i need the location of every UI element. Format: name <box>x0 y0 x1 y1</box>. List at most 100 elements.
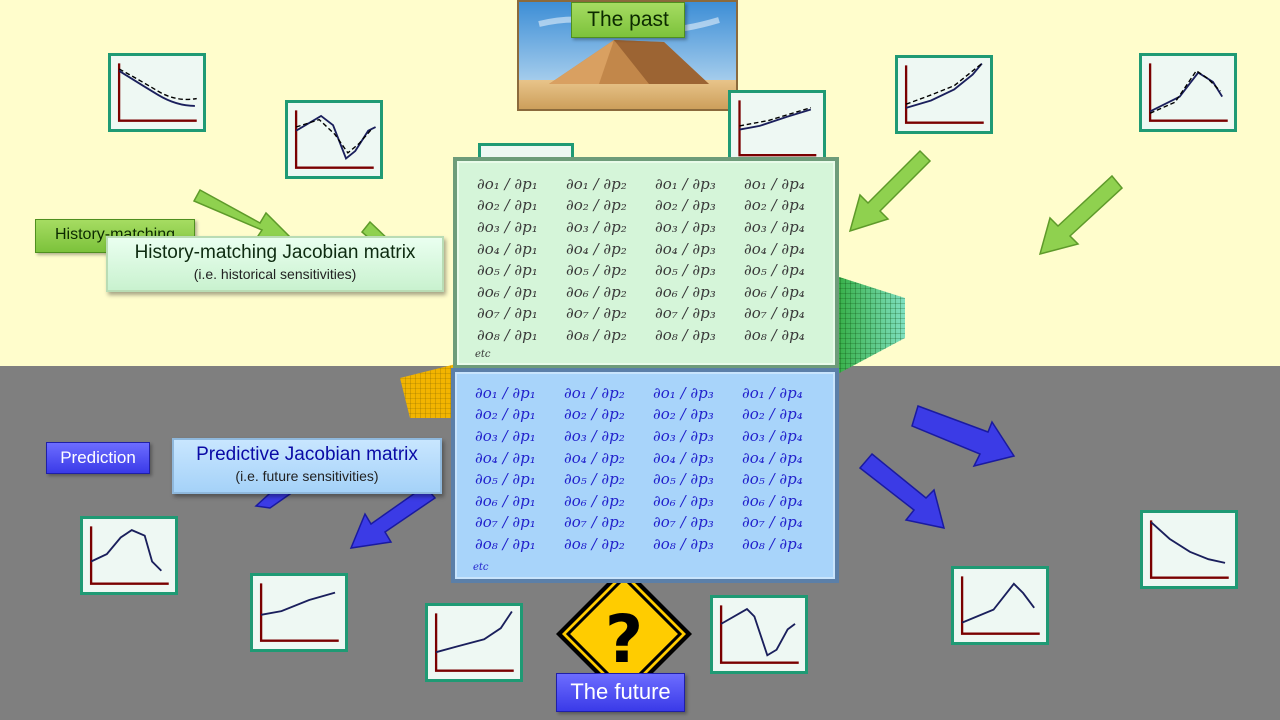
predictive-matrix-cell: ∂o₈ / ∂p₄ <box>742 534 803 553</box>
arrow-history-4 <box>1038 174 1124 256</box>
predictive-matrix-cell: ∂o₄ / ∂p₄ <box>742 448 803 467</box>
predictive-jacobian-title-box: Predictive Jacobian matrix (i.e. future … <box>172 438 442 494</box>
predictive-matrix-cell: ∂o₃ / ∂p₁ <box>475 426 536 445</box>
predictive-matrix-cell: ∂o₂ / ∂p₂ <box>564 405 625 424</box>
history-matrix-cell: ∂o₇ / ∂p₁ <box>477 304 538 323</box>
arrow-predict-1 <box>349 484 437 549</box>
predictive-matrix-row: ∂o₆ / ∂p₁ ∂o₆ / ∂p₂ ∂o₆ / ∂p₃ ∂o₆ / ∂p₄ <box>455 490 835 512</box>
history-matrix-cell: ∂o₃ / ∂p₁ <box>477 217 538 236</box>
history-plot-2 <box>285 100 383 179</box>
predictive-matrix-cell: ∂o₅ / ∂p₄ <box>742 470 803 489</box>
the-past-label: The past <box>571 2 685 38</box>
predictive-matrix-cell: ∂o₈ / ∂p₁ <box>475 534 536 553</box>
predictive-matrix-cell: ∂o₄ / ∂p₂ <box>564 448 625 467</box>
history-matrix-cell: ∂o₆ / ∂p₁ <box>477 282 538 301</box>
reservoir-grid-model <box>400 274 905 418</box>
history-matrix-cell: ∂o₃ / ∂p₃ <box>655 217 716 236</box>
predictive-matrix-row: ∂o₈ / ∂p₁ ∂o₈ / ∂p₂ ∂o₈ / ∂p₃ ∂o₈ / ∂p₄ <box>455 533 835 555</box>
predictive-matrix-cell: ∂o₅ / ∂p₂ <box>564 470 625 489</box>
history-matrix-row: ∂o₃ / ∂p₁ ∂o₃ / ∂p₂ ∂o₃ / ∂p₃ ∂o₃ / ∂p₄ <box>457 216 835 238</box>
history-matrix-row: ∂o₅ / ∂p₁ ∂o₅ / ∂p₂ ∂o₅ / ∂p₃ ∂o₅ / ∂p₄ <box>457 259 835 281</box>
predictive-matrix-cell: ∂o₇ / ∂p₄ <box>742 513 803 532</box>
history-matrix-cell: ∂o₆ / ∂p₂ <box>566 282 627 301</box>
history-matrix-cell: ∂o₂ / ∂p₁ <box>477 196 538 215</box>
history-plot-6 <box>1139 53 1237 132</box>
predictive-matrix-cell: ∂o₄ / ∂p₁ <box>475 448 536 467</box>
predictive-matrix-cell: ∂o₄ / ∂p₃ <box>653 448 714 467</box>
prediction-plot-6 <box>1140 510 1238 589</box>
predictive-matrix-cell: ∂o₁ / ∂p₃ <box>653 383 714 402</box>
predictive-matrix-cell: ∂o₆ / ∂p₄ <box>742 491 803 510</box>
predictive-matrix-cell: ∂o₈ / ∂p₃ <box>653 534 714 553</box>
history-matrix-cell: ∂o₈ / ∂p₃ <box>655 325 716 344</box>
history-matrix-row: ∂o₈ / ∂p₁ ∂o₈ / ∂p₂ ∂o₈ / ∂p₃ ∂o₈ / ∂p₄ <box>457 324 835 346</box>
history-jacobian-subtitle: (i.e. historical sensitivities) <box>193 266 357 282</box>
history-plot-1 <box>108 53 206 132</box>
arrow-history-3 <box>848 149 932 233</box>
history-matrix-row: ∂o₆ / ∂p₁ ∂o₆ / ∂p₂ ∂o₆ / ∂p₃ ∂o₆ / ∂p₄ <box>457 281 835 303</box>
predictive-matrix-cell: ∂o₅ / ∂p₃ <box>653 470 714 489</box>
history-matrix-cell: ∂o₄ / ∂p₂ <box>566 239 627 258</box>
history-matrix-cell: ∂o₄ / ∂p₁ <box>477 239 538 258</box>
history-matrix-cell: ∂o₃ / ∂p₄ <box>744 217 805 236</box>
predictive-jacobian-subtitle: (i.e. future sensitivities) <box>235 468 379 484</box>
history-matrix-row: ∂o₁ / ∂p₁ ∂o₁ / ∂p₂ ∂o₁ / ∂p₃ ∂o₁ / ∂p₄ <box>457 173 835 195</box>
history-matrix-cell: ∂o₅ / ∂p₃ <box>655 261 716 280</box>
predictive-matrix-cell: ∂o₃ / ∂p₂ <box>564 426 625 445</box>
history-jacobian-title-box: History-matching Jacobian matrix (i.e. h… <box>106 236 444 292</box>
prediction-plot-3 <box>425 603 523 682</box>
arrow-history-1 <box>192 188 292 240</box>
history-matrix-cell: ∂o₈ / ∂p₄ <box>744 325 805 344</box>
history-matrix-row: ∂o₄ / ∂p₁ ∂o₄ / ∂p₂ ∂o₄ / ∂p₃ ∂o₄ / ∂p₄ <box>457 238 835 260</box>
history-matrix-cell: ∂o₄ / ∂p₃ <box>655 239 716 258</box>
predictive-matrix-cell: ∂o₂ / ∂p₃ <box>653 405 714 424</box>
predictive-matrix-row: ∂o₃ / ∂p₁ ∂o₃ / ∂p₂ ∂o₃ / ∂p₃ ∂o₃ / ∂p₄ <box>455 425 835 447</box>
prediction-plot-4 <box>710 595 808 674</box>
arrow-predict-4 <box>858 452 946 529</box>
arrow-predict-3 <box>911 405 1016 468</box>
predictive-matrix-cell: ∂o₃ / ∂p₄ <box>742 426 803 445</box>
history-matrix-cell: ∂o₅ / ∂p₁ <box>477 261 538 280</box>
history-plot-4 <box>728 90 826 160</box>
history-matrix-cell: ∂o₈ / ∂p₁ <box>477 325 538 344</box>
history-matrix-cell: ∂o₆ / ∂p₃ <box>655 282 716 301</box>
predictive-matrix-cell: ∂o₃ / ∂p₃ <box>653 426 714 445</box>
history-matrix-cell: ∂o₂ / ∂p₃ <box>655 196 716 215</box>
predictive-jacobian-matrix: ∂o₁ / ∂p₁ ∂o₁ / ∂p₂ ∂o₁ / ∂p₃ ∂o₁ / ∂p₄ ∂o₂ … <box>451 368 839 583</box>
predictive-matrix-cell: ∂o₆ / ∂p₁ <box>475 491 536 510</box>
predictive-matrix-cell: ∂o₁ / ∂p₂ <box>564 383 625 402</box>
history-matrix-cell: ∂o₁ / ∂p₃ <box>655 174 716 193</box>
history-matrix-cell: ∂o₇ / ∂p₃ <box>655 304 716 323</box>
predictive-matrix-cell: ∂o₂ / ∂p₄ <box>742 405 803 424</box>
history-matrix-cell: ∂o₁ / ∂p₂ <box>566 174 627 193</box>
history-matrix-row: ∂o₂ / ∂p₁ ∂o₂ / ∂p₂ ∂o₂ / ∂p₃ ∂o₂ / ∂p₄ <box>457 195 835 217</box>
predictive-matrix-row: ∂o₁ / ∂p₁ ∂o₁ / ∂p₂ ∂o₁ / ∂p₃ ∂o₁ / ∂p₄ <box>455 382 835 404</box>
predictive-matrix-cell: ∂o₂ / ∂p₁ <box>475 405 536 424</box>
prediction-plot-2 <box>250 573 348 652</box>
predictive-matrix-row: ∂o₅ / ∂p₁ ∂o₅ / ∂p₂ ∂o₅ / ∂p₃ ∂o₅ / ∂p₄ <box>455 468 835 490</box>
predictive-matrix-cell: ∂o₇ / ∂p₂ <box>564 513 625 532</box>
predictive-matrix-cell: ∂o₈ / ∂p₂ <box>564 534 625 553</box>
history-matrix-cell: ∂o₂ / ∂p₂ <box>566 196 627 215</box>
history-jacobian-matrix: ∂o₁ / ∂p₁ ∂o₁ / ∂p₂ ∂o₁ / ∂p₃ ∂o₁ / ∂p₄ ∂o₂ … <box>453 157 839 369</box>
predictive-matrix-cell: ∂o₇ / ∂p₁ <box>475 513 536 532</box>
predictive-matrix-row: ∂o₄ / ∂p₁ ∂o₄ / ∂p₂ ∂o₄ / ∂p₃ ∂o₄ / ∂p₄ <box>455 447 835 469</box>
history-matrix-cell: ∂o₄ / ∂p₄ <box>744 239 805 258</box>
predictive-matrix-cell: ∂o₁ / ∂p₄ <box>742 383 803 402</box>
predictive-matrix-etc: etc <box>473 562 489 573</box>
prediction-plot-1 <box>80 516 178 595</box>
predictive-matrix-cell: ∂o₅ / ∂p₁ <box>475 470 536 489</box>
predictive-matrix-cell: ∂o₆ / ∂p₂ <box>564 491 625 510</box>
predictive-matrix-cell: ∂o₇ / ∂p₃ <box>653 513 714 532</box>
history-matrix-etc: etc <box>475 349 491 360</box>
history-matrix-cell: ∂o₅ / ∂p₂ <box>566 261 627 280</box>
history-matrix-cell: ∂o₃ / ∂p₂ <box>566 217 627 236</box>
the-future-label: The future <box>556 673 685 712</box>
history-matrix-cell: ∂o₅ / ∂p₄ <box>744 261 805 280</box>
predictive-jacobian-title: Predictive Jacobian matrix <box>196 444 418 465</box>
history-matrix-cell: ∂o₇ / ∂p₄ <box>744 304 805 323</box>
history-matrix-cell: ∂o₇ / ∂p₂ <box>566 304 627 323</box>
predictive-matrix-cell: ∂o₆ / ∂p₃ <box>653 491 714 510</box>
prediction-tag: Prediction <box>46 442 150 474</box>
predictive-matrix-row: ∂o₂ / ∂p₁ ∂o₂ / ∂p₂ ∂o₂ / ∂p₃ ∂o₂ / ∂p₄ <box>455 404 835 426</box>
